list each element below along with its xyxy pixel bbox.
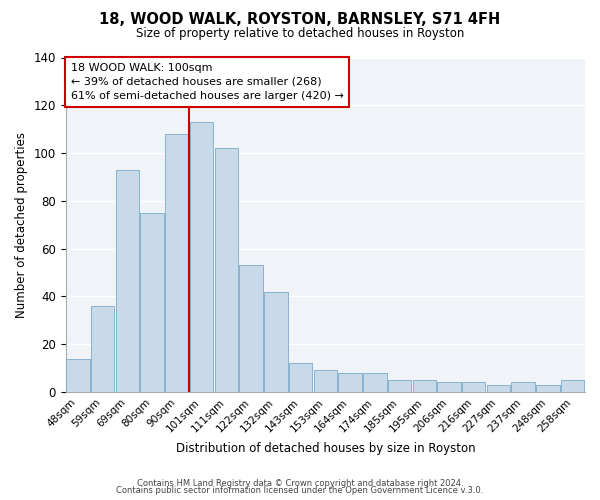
Bar — [437, 382, 461, 392]
Bar — [487, 385, 510, 392]
Y-axis label: Number of detached properties: Number of detached properties — [15, 132, 28, 318]
Text: Size of property relative to detached houses in Royston: Size of property relative to detached ho… — [136, 28, 464, 40]
Bar — [511, 382, 535, 392]
Bar — [363, 373, 386, 392]
Bar — [190, 122, 214, 392]
Bar — [116, 170, 139, 392]
Bar — [165, 134, 188, 392]
Text: Contains public sector information licensed under the Open Government Licence v.: Contains public sector information licen… — [116, 486, 484, 495]
Bar — [561, 380, 584, 392]
Bar — [289, 364, 313, 392]
Bar — [462, 382, 485, 392]
Bar — [91, 306, 115, 392]
Text: 18, WOOD WALK, ROYSTON, BARNSLEY, S71 4FH: 18, WOOD WALK, ROYSTON, BARNSLEY, S71 4F… — [100, 12, 500, 28]
Bar — [338, 373, 362, 392]
Bar — [239, 266, 263, 392]
Bar — [215, 148, 238, 392]
Text: 18 WOOD WALK: 100sqm
← 39% of detached houses are smaller (268)
61% of semi-deta: 18 WOOD WALK: 100sqm ← 39% of detached h… — [71, 62, 344, 102]
Bar — [388, 380, 411, 392]
Bar — [264, 292, 287, 392]
Text: Contains HM Land Registry data © Crown copyright and database right 2024.: Contains HM Land Registry data © Crown c… — [137, 478, 463, 488]
Bar — [536, 385, 560, 392]
Bar — [66, 358, 90, 392]
X-axis label: Distribution of detached houses by size in Royston: Distribution of detached houses by size … — [176, 442, 475, 455]
Bar — [314, 370, 337, 392]
Bar — [413, 380, 436, 392]
Bar — [140, 213, 164, 392]
